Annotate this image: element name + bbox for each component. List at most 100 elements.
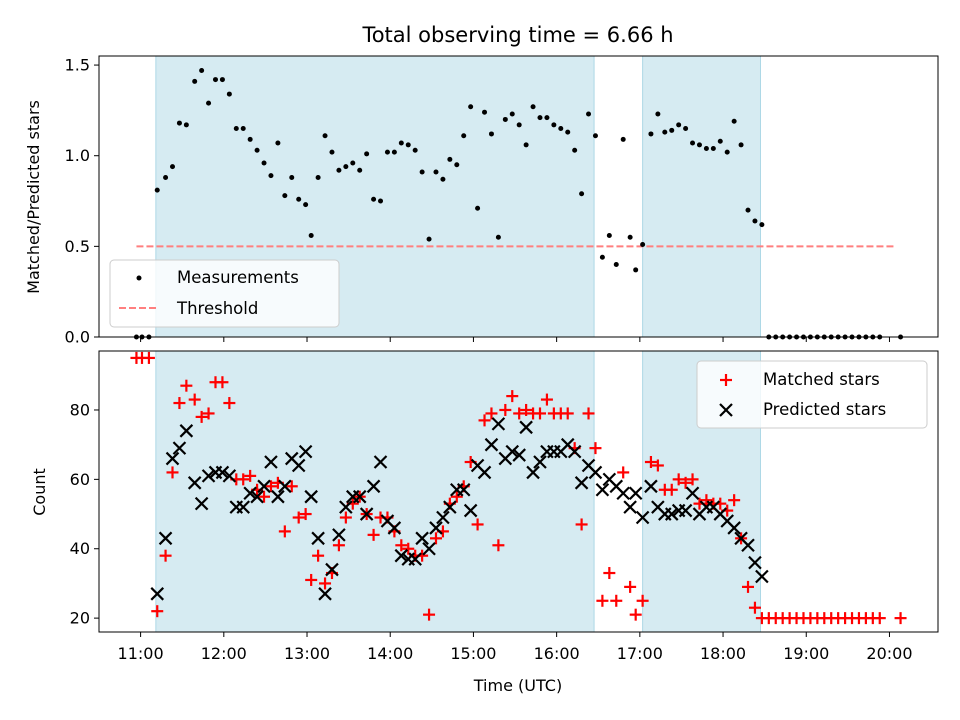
predicted-stars-point bbox=[635, 510, 650, 525]
measurements-point bbox=[206, 100, 212, 106]
x-tick-label: 15:00 bbox=[450, 644, 496, 663]
matched-stars-point bbox=[244, 469, 257, 482]
matched-stars-point bbox=[624, 580, 637, 593]
predicted-stars-point bbox=[588, 465, 603, 480]
matched-stars-point bbox=[166, 466, 179, 479]
predicted-stars-point bbox=[325, 562, 339, 577]
top-panel-y-axis-label: Matched/Predicted stars bbox=[24, 100, 43, 294]
predicted-stars-point bbox=[741, 538, 755, 553]
predicted-stars-point bbox=[533, 455, 547, 469]
measurements-point bbox=[759, 222, 765, 228]
predicted-stars-point bbox=[318, 587, 332, 601]
measurements-point bbox=[226, 91, 232, 97]
predicted-stars-point bbox=[394, 548, 409, 563]
matched-stars-point bbox=[748, 601, 761, 614]
predicted-stars-point bbox=[339, 500, 353, 514]
measurements-point bbox=[261, 160, 267, 166]
predicted-stars-point bbox=[298, 444, 313, 459]
predicted-stars-point bbox=[644, 479, 658, 494]
predicted-stars-point bbox=[422, 541, 436, 556]
y-tick-label: 60 bbox=[70, 470, 90, 489]
predicted-stars-point bbox=[264, 455, 278, 469]
measurements-point bbox=[282, 193, 288, 199]
measurements-point bbox=[412, 147, 418, 153]
predicted-stars-point bbox=[616, 486, 630, 501]
measurements-point bbox=[669, 127, 675, 133]
predicted-stars-point bbox=[623, 500, 637, 514]
measurements-point bbox=[690, 140, 696, 146]
predicted-stars-point bbox=[664, 507, 679, 521]
matched-stars-point bbox=[589, 442, 602, 455]
matched-stars-point bbox=[499, 403, 512, 416]
measurements-point bbox=[488, 131, 494, 137]
predicted-stars-point bbox=[443, 500, 457, 514]
measurements-point bbox=[648, 131, 654, 137]
measurements-point bbox=[371, 196, 377, 202]
measurements-point bbox=[537, 115, 543, 121]
legend-measurements-marker bbox=[136, 275, 142, 281]
matched-stars-point bbox=[188, 393, 201, 406]
legend-matched-marker bbox=[720, 374, 732, 386]
matched-stars-point bbox=[610, 594, 623, 607]
top-panel-legend: Measurements Threshold bbox=[109, 259, 340, 328]
y-tick-label: 1.5 bbox=[65, 56, 90, 75]
bottom-panel-y-axis-label: Count bbox=[30, 468, 49, 516]
measurements-point bbox=[676, 122, 682, 128]
measurements-point bbox=[433, 169, 439, 175]
matched-stars-point bbox=[561, 407, 574, 420]
measurements-point bbox=[447, 156, 453, 162]
matched-stars-point bbox=[894, 612, 907, 625]
x-tick-label: 16:00 bbox=[534, 644, 580, 663]
observing-band-2 bbox=[642, 55, 761, 338]
matched-stars-point bbox=[471, 518, 484, 531]
measurements-point bbox=[275, 140, 281, 146]
measurements-point bbox=[405, 142, 411, 148]
measurements-point bbox=[633, 267, 639, 273]
predicted-stars-point bbox=[257, 479, 271, 494]
measurements-point bbox=[731, 118, 737, 124]
y-tick-label: 1.0 bbox=[65, 146, 90, 165]
measurements-point bbox=[391, 149, 397, 155]
matched-stars-point bbox=[285, 480, 298, 493]
measurements-point bbox=[296, 196, 302, 202]
matched-stars-point bbox=[173, 397, 186, 410]
predicted-stars-point bbox=[429, 521, 443, 535]
measurements-point bbox=[440, 176, 446, 182]
matched-stars-point bbox=[195, 410, 208, 423]
measurements-point bbox=[308, 232, 314, 238]
matched-stars-point bbox=[540, 393, 553, 406]
predicted-stars-point bbox=[755, 569, 769, 584]
predicted-stars-point bbox=[359, 507, 374, 521]
measurements-point bbox=[640, 242, 646, 248]
matched-stars-point bbox=[506, 390, 519, 403]
legend-threshold-label: Threshold bbox=[176, 299, 258, 318]
matched-stars-point bbox=[700, 494, 713, 507]
matched-stars-point bbox=[672, 473, 685, 486]
predicted-stars-point bbox=[595, 482, 610, 497]
measurements-point bbox=[620, 136, 626, 142]
matched-stars-point bbox=[202, 407, 215, 420]
measurements-point bbox=[384, 149, 390, 155]
matched-stars-point bbox=[617, 466, 630, 479]
measurements-point bbox=[343, 164, 349, 170]
matched-stars-point bbox=[402, 542, 415, 555]
x-tick-label: 17:00 bbox=[617, 644, 663, 663]
matched-stars-point bbox=[429, 532, 442, 545]
predicted-stars-point bbox=[366, 479, 381, 494]
measurements-point bbox=[579, 191, 585, 197]
measurements-point bbox=[599, 254, 605, 260]
y-tick-label: 20 bbox=[70, 609, 90, 628]
predicted-stars-point bbox=[215, 465, 230, 480]
matched-stars-point bbox=[636, 594, 649, 607]
predicted-stars-point bbox=[165, 451, 180, 466]
predicted-stars-point bbox=[628, 486, 643, 501]
measurements-point bbox=[530, 104, 536, 110]
predicted-stars-point bbox=[271, 489, 285, 504]
measurements-point bbox=[516, 122, 522, 128]
matched-stars-point bbox=[644, 456, 657, 469]
predicted-stars-point bbox=[332, 528, 346, 542]
matched-stars-point bbox=[367, 528, 380, 541]
measurements-point bbox=[212, 77, 218, 83]
bottom-legend-box bbox=[696, 360, 928, 429]
predicted-stars-point bbox=[574, 476, 589, 490]
